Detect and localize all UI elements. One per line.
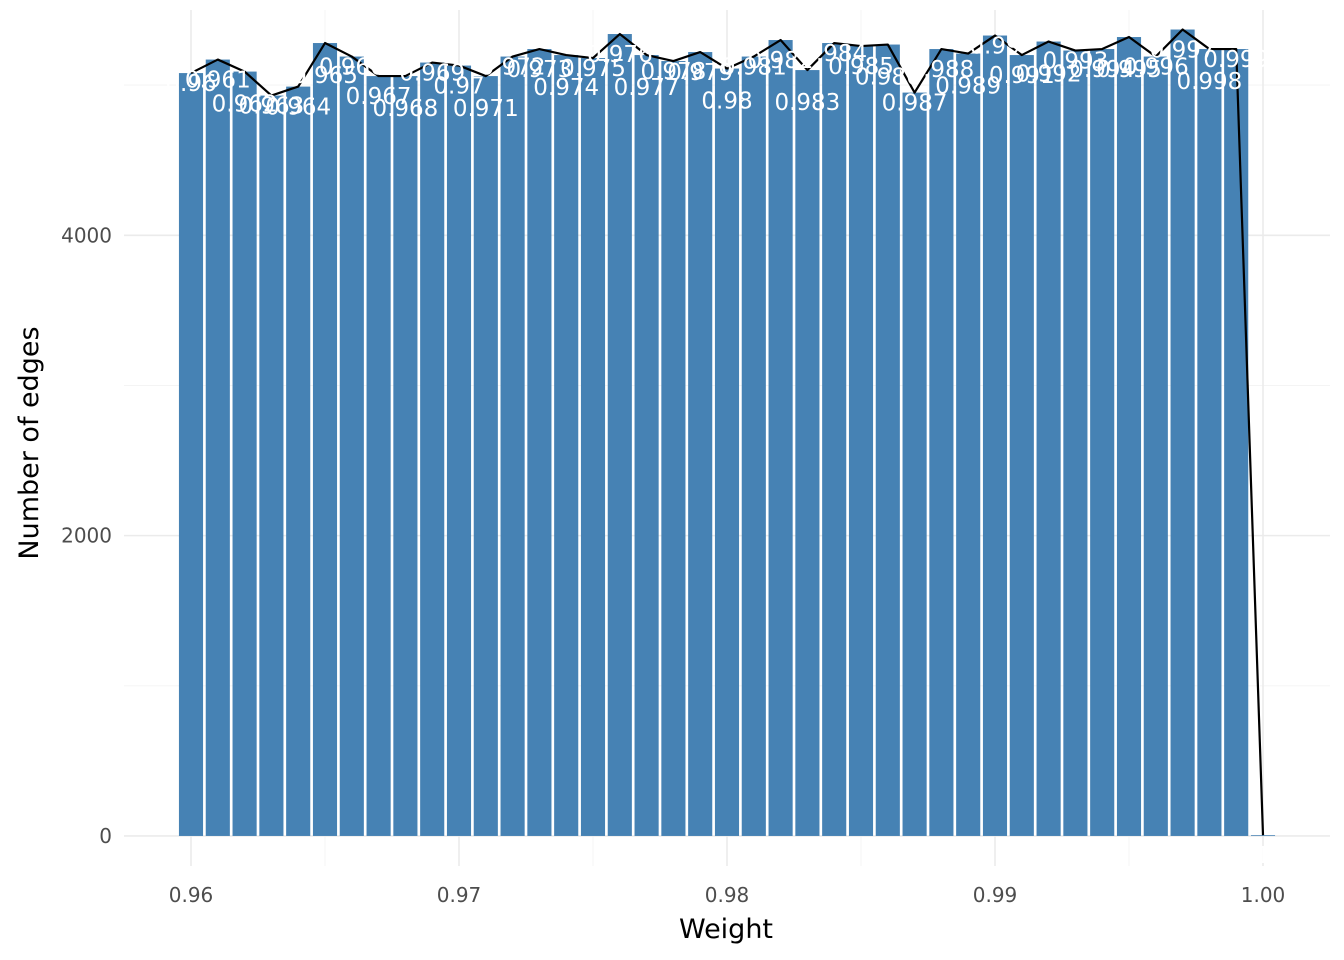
bar-label: 0.985 xyxy=(828,54,894,80)
bar xyxy=(741,56,766,836)
bar xyxy=(688,52,713,836)
bar-label: 0.969 xyxy=(399,61,465,87)
bar xyxy=(848,46,874,836)
bar-label: 0.972 xyxy=(480,55,546,81)
bar xyxy=(259,95,284,836)
bar-label: 0.994 xyxy=(1069,57,1135,83)
bar-label: 0.966 xyxy=(319,55,385,81)
bar-label: 0.988 xyxy=(908,57,974,83)
bar-label: 0.987 xyxy=(882,91,948,117)
bar xyxy=(875,44,900,836)
bar-label: 0.961 xyxy=(185,68,251,94)
y-tick-label: 0 xyxy=(99,824,112,848)
bar xyxy=(1090,49,1115,836)
x-tick-label: 1.00 xyxy=(1241,883,1286,907)
bar-label: 0.984 xyxy=(801,41,867,67)
bar xyxy=(527,49,552,836)
bar xyxy=(607,34,632,836)
bar-label: 0.999 xyxy=(1203,47,1269,73)
bar xyxy=(714,68,740,836)
bar xyxy=(339,56,364,836)
bar xyxy=(902,92,927,836)
bar-label: 0.975 xyxy=(560,56,626,82)
y-tick-label: 4000 xyxy=(61,223,112,247)
bar xyxy=(1197,49,1222,836)
bar-label: 0.971 xyxy=(453,96,519,122)
y-axis-title: Number of edges xyxy=(14,326,45,559)
bar-label: 0.974 xyxy=(533,75,599,101)
bar xyxy=(822,43,847,836)
bar xyxy=(982,35,1008,836)
bar-label: 0.986 xyxy=(855,65,921,91)
bar-label: 0.996 xyxy=(1123,55,1189,81)
bar-label: 0.995 xyxy=(1096,57,1162,83)
bar xyxy=(554,55,579,836)
y-tick-label: 2000 xyxy=(61,524,112,548)
bar-label: 0.964 xyxy=(265,95,331,121)
bar-label: 0.973 xyxy=(506,57,572,83)
bar-label: 0.98 xyxy=(701,89,752,115)
bar xyxy=(1036,41,1061,836)
bar-label: 0.968 xyxy=(372,96,438,122)
bar-label: 0.963 xyxy=(238,94,304,120)
y-axis-ticks: 0 2000 4000 xyxy=(61,223,112,848)
bar xyxy=(580,58,606,836)
bar xyxy=(312,43,338,836)
bar xyxy=(1143,56,1168,836)
bar-label: 1 xyxy=(1256,843,1271,869)
bar xyxy=(956,53,981,836)
bar-label: 0.997 xyxy=(1150,38,1216,64)
x-axis-title: Weight xyxy=(679,914,773,945)
bar xyxy=(661,61,686,836)
bar xyxy=(232,71,257,836)
x-tick-label: 0.97 xyxy=(437,883,482,907)
bar xyxy=(1170,29,1195,836)
bar xyxy=(1116,37,1142,836)
bar xyxy=(929,49,954,836)
bar xyxy=(393,76,418,836)
bar xyxy=(366,76,391,836)
bar-label: 0.993 xyxy=(1042,49,1108,75)
trend-line xyxy=(190,28,1265,836)
bars-group xyxy=(178,29,1276,836)
bar xyxy=(1224,49,1249,836)
bar-label: 0.979 xyxy=(667,60,733,86)
bar-label: 0.978 xyxy=(640,59,706,85)
bar-label: 0.965 xyxy=(292,63,358,89)
bar xyxy=(634,55,659,836)
bar xyxy=(178,73,204,836)
bar-label: 0.983 xyxy=(774,90,840,116)
bar-labels-group: 0.960.9610.9620.9630.9640.9650.9660.9670… xyxy=(165,34,1270,870)
bar xyxy=(286,86,311,836)
bar-label: 0.962 xyxy=(212,92,278,118)
bar xyxy=(1063,50,1088,836)
bar xyxy=(1009,55,1034,836)
bar xyxy=(205,59,230,836)
x-axis-ticks: 0.96 0.97 0.98 0.99 1.00 xyxy=(169,883,1286,907)
x-tick-label: 0.99 xyxy=(973,883,1018,907)
bar xyxy=(768,40,793,836)
bar xyxy=(795,70,820,836)
bar-label: 0.981 xyxy=(721,55,787,81)
bar-label: 0.977 xyxy=(614,75,680,101)
bar-label: 0.97 xyxy=(433,74,484,100)
bar xyxy=(446,65,472,836)
bar-label: 0.96 xyxy=(165,71,216,97)
bar xyxy=(473,76,498,836)
bar-label: 0.989 xyxy=(935,74,1001,100)
bar-label: 0.992 xyxy=(1016,62,1082,88)
x-tick-label: 0.96 xyxy=(169,883,214,907)
bar-label: 0.998 xyxy=(1176,69,1242,95)
x-tick-label: 0.98 xyxy=(705,883,750,907)
bar-label: 0.991 xyxy=(989,63,1055,89)
bar-label: 0.99 xyxy=(969,34,1020,60)
bar xyxy=(1250,835,1276,836)
bar xyxy=(500,56,525,836)
bar xyxy=(420,62,445,836)
bar-label: 0.967 xyxy=(346,84,412,110)
bar-label: 0.976 xyxy=(587,42,653,68)
bar-label: 0.982 xyxy=(748,48,814,74)
